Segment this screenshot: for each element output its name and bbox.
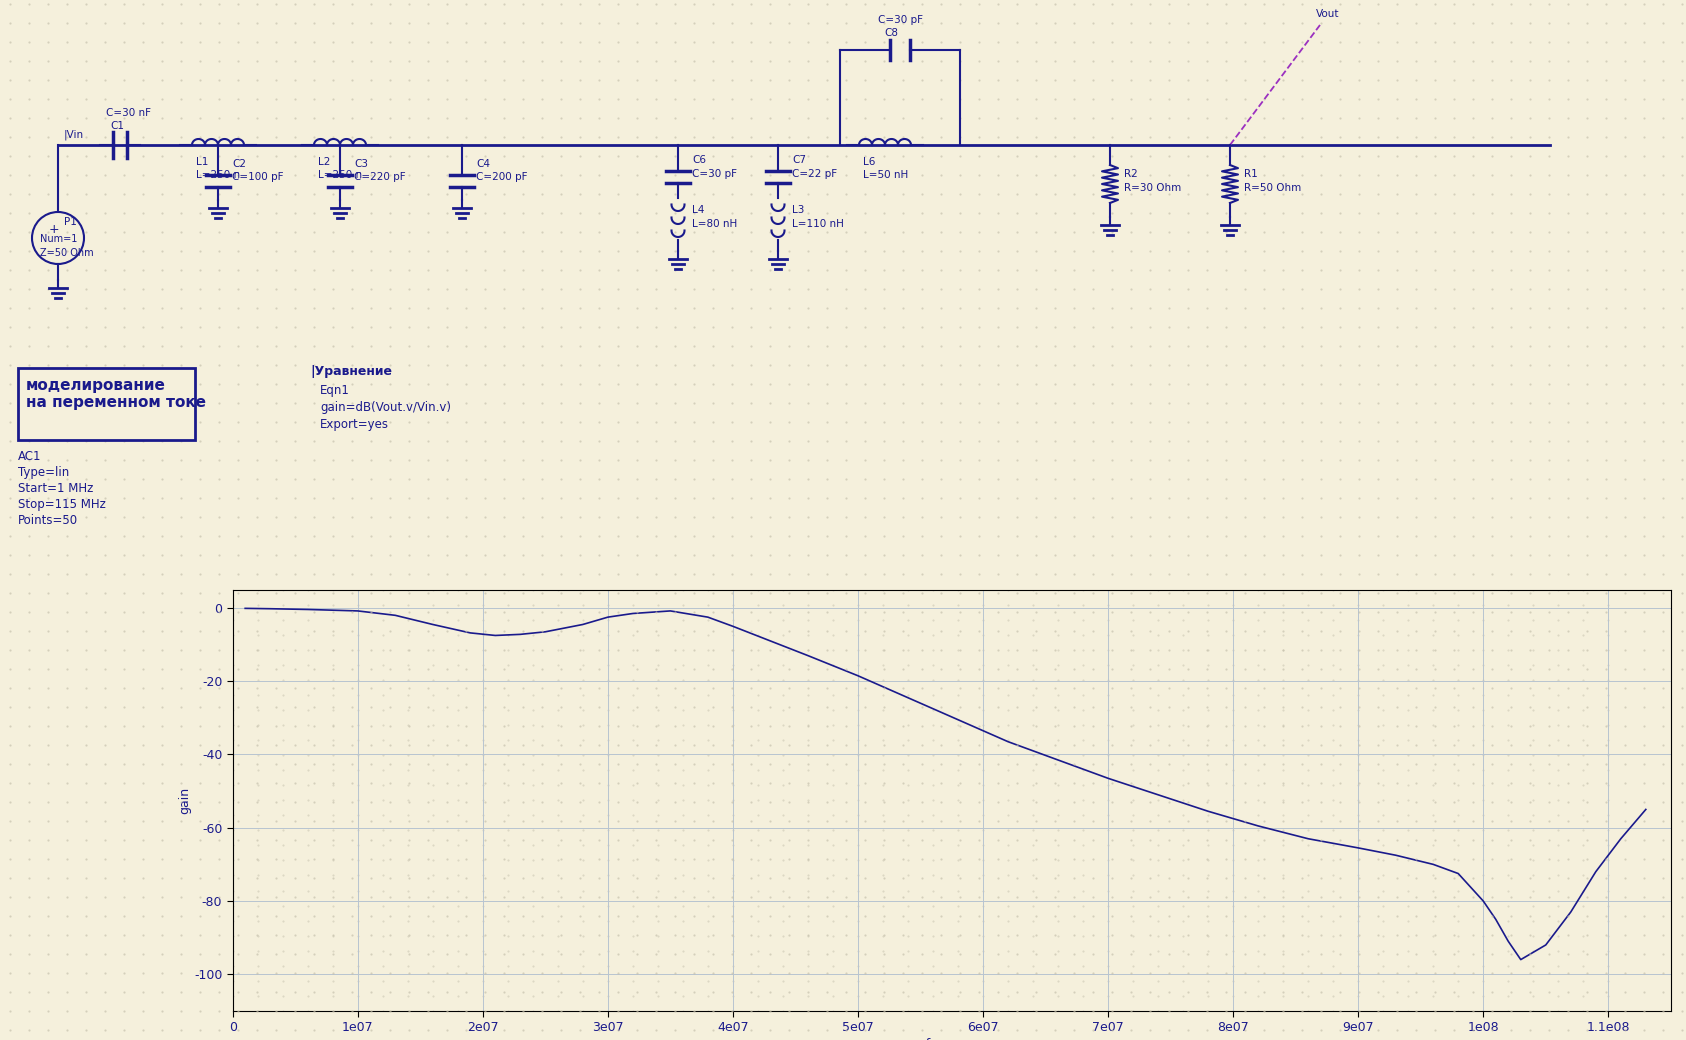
Text: R=30 Ohm: R=30 Ohm bbox=[1125, 183, 1182, 193]
Text: Stop=115 MHz: Stop=115 MHz bbox=[19, 498, 106, 511]
Text: Export=yes: Export=yes bbox=[320, 418, 389, 431]
Text: AC1: AC1 bbox=[19, 450, 42, 463]
X-axis label: acfrequency: acfrequency bbox=[910, 1039, 993, 1040]
Text: C1: C1 bbox=[110, 121, 125, 131]
Text: C8: C8 bbox=[883, 28, 899, 38]
Text: +: + bbox=[49, 223, 59, 236]
Text: L4: L4 bbox=[691, 205, 705, 215]
Text: C6: C6 bbox=[691, 155, 706, 165]
Text: Type=lin: Type=lin bbox=[19, 466, 69, 479]
Text: C=30 nF: C=30 nF bbox=[106, 108, 152, 118]
Text: C7: C7 bbox=[792, 155, 806, 165]
Text: C=22 pF: C=22 pF bbox=[792, 168, 838, 179]
Text: C2: C2 bbox=[233, 159, 246, 168]
Text: L=50 nH: L=50 nH bbox=[863, 170, 909, 180]
Text: Vout: Vout bbox=[1317, 9, 1339, 19]
Text: C=220 pF: C=220 pF bbox=[354, 172, 406, 182]
Text: L=110 nH: L=110 nH bbox=[792, 219, 845, 229]
Text: P1: P1 bbox=[64, 217, 78, 227]
Text: C=30 pF: C=30 pF bbox=[691, 168, 737, 179]
Text: gain=dB(Vout.v/Vin.v): gain=dB(Vout.v/Vin.v) bbox=[320, 401, 450, 414]
Y-axis label: gain: gain bbox=[179, 786, 191, 814]
Text: R=50 Ohm: R=50 Ohm bbox=[1244, 183, 1302, 193]
Text: C=100 pF: C=100 pF bbox=[233, 172, 283, 182]
Text: |Уравнение: |Уравнение bbox=[310, 365, 393, 378]
Text: L=250 n: L=250 n bbox=[319, 170, 362, 180]
Text: L2: L2 bbox=[319, 157, 330, 167]
Text: C4: C4 bbox=[475, 159, 491, 168]
Text: L1: L1 bbox=[196, 157, 209, 167]
Text: R1: R1 bbox=[1244, 168, 1258, 179]
Text: C3: C3 bbox=[354, 159, 368, 168]
Text: L3: L3 bbox=[792, 205, 804, 215]
Bar bbox=[19, 368, 196, 440]
Text: C=200 pF: C=200 pF bbox=[475, 172, 528, 182]
Text: R2: R2 bbox=[1125, 168, 1138, 179]
Text: L6: L6 bbox=[863, 157, 875, 167]
Text: Eqn1: Eqn1 bbox=[320, 384, 351, 397]
Text: L=80 nH: L=80 nH bbox=[691, 219, 737, 229]
Text: Num=1: Num=1 bbox=[40, 234, 78, 244]
Text: C=30 pF: C=30 pF bbox=[878, 15, 922, 25]
Text: Start=1 MHz: Start=1 MHz bbox=[19, 482, 93, 495]
Text: |Vin: |Vin bbox=[64, 129, 84, 139]
Text: Z=50 Ohm: Z=50 Ohm bbox=[40, 248, 94, 258]
Text: L=250 n: L=250 n bbox=[196, 170, 239, 180]
Text: моделирование
на переменном токе: моделирование на переменном токе bbox=[25, 378, 206, 410]
Text: Points=50: Points=50 bbox=[19, 514, 78, 527]
